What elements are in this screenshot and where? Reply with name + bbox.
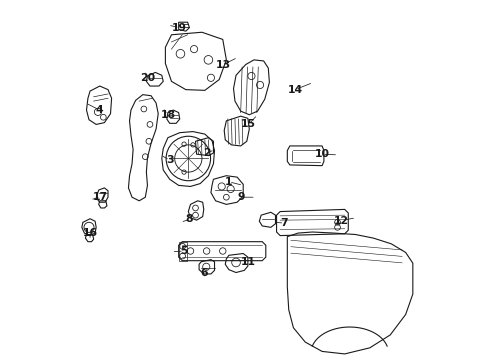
Text: 12: 12 (334, 216, 349, 225)
Text: 4: 4 (96, 105, 103, 115)
Text: 9: 9 (238, 192, 245, 202)
Text: 2: 2 (203, 148, 211, 158)
Text: 8: 8 (186, 215, 193, 224)
Text: 15: 15 (241, 120, 256, 129)
Text: 10: 10 (315, 149, 330, 159)
Text: 3: 3 (166, 155, 173, 165)
Text: 6: 6 (200, 267, 208, 278)
Text: 20: 20 (140, 73, 155, 83)
Text: 7: 7 (281, 218, 288, 228)
Text: 14: 14 (288, 85, 303, 95)
Text: 1: 1 (225, 177, 233, 187)
Text: 16: 16 (82, 228, 98, 238)
Text: 17: 17 (93, 192, 108, 202)
Text: 5: 5 (180, 246, 188, 256)
Text: 11: 11 (241, 257, 256, 267)
Text: 19: 19 (172, 23, 187, 33)
Text: 18: 18 (160, 110, 175, 120)
Text: 13: 13 (216, 59, 231, 69)
